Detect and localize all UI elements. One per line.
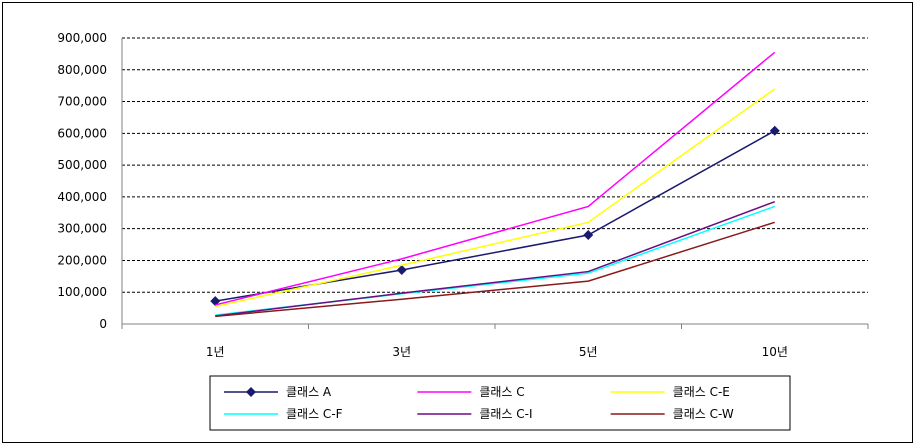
legend-label: 클래스 C-W bbox=[673, 407, 734, 421]
y-tick-label: 500,000 bbox=[57, 158, 107, 172]
data-point bbox=[396, 264, 407, 275]
x-tick-label: 5년 bbox=[579, 345, 598, 359]
series-line bbox=[215, 51, 776, 306]
y-tick-label: 400,000 bbox=[57, 190, 107, 204]
series-line bbox=[215, 130, 776, 302]
data-point bbox=[769, 125, 780, 136]
y-tick-label: 800,000 bbox=[57, 63, 107, 77]
y-tick-label: 900,000 bbox=[57, 31, 107, 45]
legend-label: 클래스 A bbox=[286, 385, 332, 399]
y-tick-label: 700,000 bbox=[57, 95, 107, 109]
x-tick-label: 1년 bbox=[206, 345, 225, 359]
legend-box bbox=[209, 375, 791, 431]
legend-label: 클래스 C bbox=[479, 385, 524, 399]
legend-label: 클래스 C-I bbox=[479, 407, 532, 421]
x-tick-label: 3년 bbox=[392, 345, 411, 359]
legend-marker bbox=[246, 387, 256, 397]
series-line bbox=[215, 88, 776, 308]
legend-label: 클래스 C-E bbox=[673, 385, 730, 399]
y-tick-label: 100,000 bbox=[57, 285, 107, 299]
series-line bbox=[215, 200, 776, 317]
data-point bbox=[583, 230, 594, 241]
y-tick-label: 300,000 bbox=[57, 222, 107, 236]
series-line bbox=[215, 221, 775, 318]
y-tick-label: 600,000 bbox=[57, 126, 107, 140]
y-tick-label: 200,000 bbox=[57, 253, 107, 267]
legend-label: 클래스 C-F bbox=[286, 407, 343, 421]
y-tick-label: 0 bbox=[99, 317, 107, 331]
x-tick-label: 10년 bbox=[762, 345, 788, 359]
